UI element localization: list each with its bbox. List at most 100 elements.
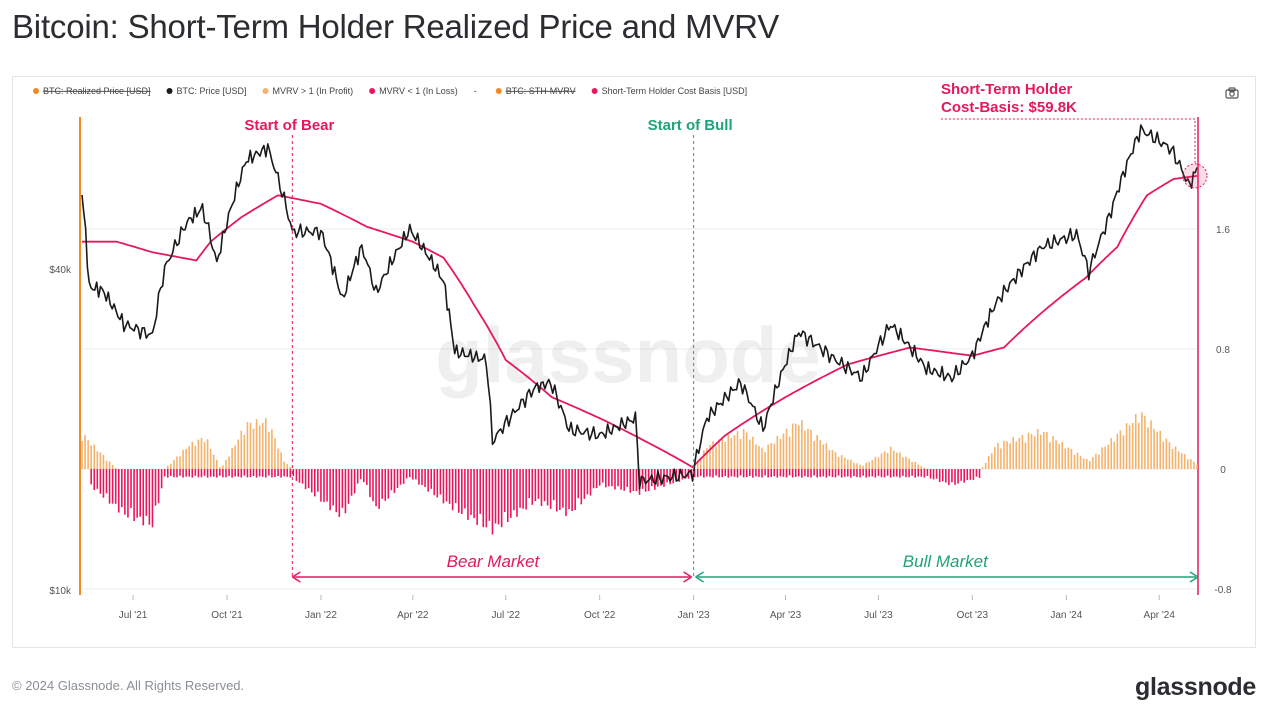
y-right-tick-label: 1.6 <box>1216 225 1230 236</box>
mvrv-profit-bar <box>222 465 224 469</box>
mvrv-loss-bar <box>197 469 200 478</box>
legend-item-label: MVRV < 1 (In Loss) <box>379 86 458 96</box>
mvrv-loss-bar <box>522 469 524 509</box>
mvrv-loss-bar <box>828 469 831 477</box>
legend-swatch <box>369 88 376 94</box>
legend-item-label: BTC: STH-MVRV <box>506 86 576 96</box>
mvrv-loss-bar <box>384 469 387 501</box>
mvrv-loss-bar <box>491 469 494 535</box>
mvrv-profit-bar <box>173 459 175 469</box>
mvrv-loss-bar <box>461 469 463 514</box>
mvrv-loss-bar <box>185 469 187 477</box>
mvrv-profit-bar <box>1159 430 1162 469</box>
mvrv-loss-bar <box>215 469 218 478</box>
bull-market-label: Bull Market <box>903 552 989 571</box>
mvrv-loss-bar <box>718 469 720 478</box>
grid <box>82 228 1197 590</box>
mvrv-profit-bar <box>785 428 788 469</box>
mvrv-loss-bar <box>715 469 717 476</box>
legend-item[interactable]: Short-Term Holder Cost Basis [USD] <box>591 86 748 96</box>
mvrv-loss-bar <box>350 469 353 496</box>
mvrv-profit-bar <box>984 462 987 469</box>
mvrv-profit-bar <box>200 438 203 469</box>
mvrv-loss-bar <box>531 469 534 505</box>
y-right-tick-label: -0.8 <box>1214 585 1232 596</box>
mvrv-loss-bar <box>448 469 451 504</box>
mvrv-loss-bar <box>742 469 745 478</box>
mvrv-loss-bar <box>537 469 540 499</box>
legend-item[interactable]: BTC: Realized Price [USD] <box>33 86 151 96</box>
bear-market-label: Bear Market <box>447 552 541 571</box>
x-tick-label: Oct '21 <box>211 610 243 621</box>
mvrv-loss-bar <box>332 469 334 506</box>
mvrv-loss-bar <box>258 469 261 477</box>
mvrv-profit-bar <box>1180 453 1183 469</box>
mvrv-loss-bar <box>914 469 916 478</box>
mvrv-profit-bar <box>914 461 916 469</box>
mvrv-loss-bar <box>307 469 310 489</box>
mvrv-loss-bar <box>626 469 629 487</box>
mvrv-loss-bar <box>277 469 279 477</box>
legend-item[interactable]: MVRV < 1 (In Loss) <box>369 86 458 96</box>
mvrv-profit-bar <box>859 464 861 469</box>
mvrv-profit-bar <box>911 461 913 469</box>
mvrv-profit-bar <box>1052 435 1054 469</box>
mvrv-profit-bar <box>111 464 114 469</box>
mvrv-profit-bar <box>843 457 846 469</box>
mvrv-loss-bar <box>99 469 102 494</box>
mvrv-loss-bar <box>552 469 555 501</box>
mvrv-profit-bar <box>87 440 89 469</box>
mvrv-loss-bar <box>868 469 871 477</box>
mvrv-loss-bar <box>320 469 322 502</box>
mvrv-loss-bar <box>810 469 812 478</box>
camera-icon[interactable] <box>1225 87 1239 99</box>
x-tick-label: Apr '22 <box>397 610 429 621</box>
legend-item[interactable]: MVRV > 1 (In Profit) <box>262 86 354 96</box>
mvrv-profit-bar <box>862 465 864 469</box>
mvrv-loss-bar <box>843 469 846 477</box>
mvrv-loss-bar <box>488 469 491 521</box>
brand-logo[interactable]: glassnode <box>1135 673 1256 701</box>
x-tick-label: Jul '23 <box>864 610 893 621</box>
mvrv-loss-bar <box>234 469 236 477</box>
callout-line1: Short-Term Holder <box>941 81 1073 98</box>
legend-swatch <box>495 88 502 94</box>
mvrv-profit-bar <box>791 423 794 469</box>
mvrv-profit-bar <box>1098 454 1100 469</box>
mvrv-loss-bar <box>791 469 794 478</box>
mvrv-profit-bar <box>1055 440 1057 469</box>
price-line <box>81 124 1198 490</box>
mvrv-profit-bar <box>252 428 255 469</box>
mvrv-profit-bar <box>917 464 920 469</box>
mvrv-loss-bar <box>402 469 405 484</box>
mvrv-loss-bar <box>200 469 203 478</box>
mvrv-loss-bar <box>583 469 586 499</box>
mvrv-loss-bar <box>911 469 913 476</box>
mvrv-profit-bar <box>246 422 249 469</box>
mvrv-loss-bar <box>586 469 589 495</box>
start-of-bull-label: Start of Bull <box>648 117 733 134</box>
mvrv-loss-bar <box>764 469 766 476</box>
mvrv-profit-bar <box>212 454 215 469</box>
mvrv-profit-bar <box>733 435 736 469</box>
mvrv-loss-bar <box>136 469 138 518</box>
mvrv-loss-bar <box>920 469 923 477</box>
legend-item[interactable]: BTC: Price [USD] <box>166 86 247 96</box>
mvrv-profit-bar <box>905 456 907 469</box>
mvrv-profit-bar <box>1058 444 1060 469</box>
mvrv-loss-bar <box>442 469 445 504</box>
mvrv-loss-bar <box>124 469 126 515</box>
mvrv-profit-bar <box>1177 451 1180 469</box>
mvrv-loss-bar <box>675 469 678 481</box>
mvrv-profit-bar <box>742 429 745 469</box>
mvrv-loss-bar <box>831 469 834 478</box>
legend-item[interactable]: - <box>474 86 477 96</box>
mvrv-loss-bar <box>654 469 656 490</box>
mvrv-profit-bar <box>240 430 243 469</box>
legend-item[interactable]: BTC: STH-MVRV <box>495 86 576 96</box>
mvrv-profit-bar <box>1131 422 1134 469</box>
mvrv-loss-bar <box>696 469 699 478</box>
mvrv-profit-bar <box>1122 435 1125 469</box>
mvrv-loss-bar <box>359 469 362 480</box>
mvrv-loss-bar <box>614 469 616 490</box>
